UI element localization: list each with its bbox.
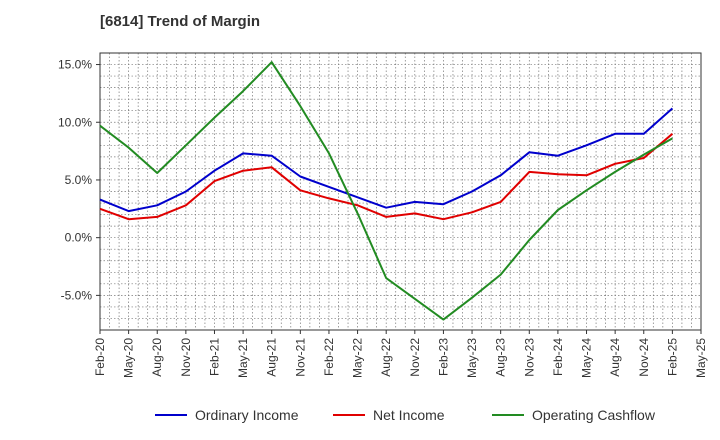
x-tick-label: Aug-21 <box>265 338 279 377</box>
x-tick-label: Feb-22 <box>322 338 336 376</box>
x-tick-label: Nov-21 <box>293 338 307 377</box>
x-tick-label: Nov-20 <box>179 338 193 377</box>
x-tick-label: May-25 <box>694 338 708 378</box>
legend-label-net-income: Net Income <box>373 407 445 423</box>
x-tick-label: Feb-20 <box>93 338 107 376</box>
x-tick-label: May-20 <box>122 338 136 378</box>
y-tick-label: 0.0% <box>65 231 93 245</box>
y-tick-label: 10.0% <box>58 115 92 129</box>
legend-label-operating-cashflow: Operating Cashflow <box>532 407 656 423</box>
plot-frame <box>99 52 702 331</box>
x-tick-label: Feb-21 <box>207 338 221 376</box>
x-tick-label: Aug-22 <box>379 338 393 377</box>
y-tick-label: 5.0% <box>65 173 93 187</box>
chart-title: [6814] Trend of Margin <box>100 13 261 30</box>
series-line-operating-cashflow <box>99 61 673 321</box>
x-tick-label: Feb-25 <box>665 338 679 376</box>
x-tick-label: Feb-24 <box>551 338 565 376</box>
series-lines <box>99 61 674 321</box>
x-tick-label: Nov-22 <box>408 338 422 377</box>
x-tick-label: Feb-23 <box>436 338 450 376</box>
x-tick-label: May-21 <box>236 338 250 378</box>
x-tick-label: May-22 <box>351 338 365 378</box>
x-tick-label: Nov-24 <box>637 338 651 377</box>
series-line-net-income <box>99 133 674 221</box>
x-tick-label: Aug-24 <box>608 338 622 377</box>
y-tick-label: -5.0% <box>61 288 93 302</box>
axes: 15.0% 10.0% 5.0% 0.0% -5.0% Feb-20 May-20 Aug-2… <box>58 52 708 378</box>
x-tick-label: Aug-20 <box>150 338 164 377</box>
legend: Ordinary Income Net Income Operating Cashf… <box>155 407 656 423</box>
x-tick-label: Aug-23 <box>494 338 508 377</box>
series-line-ordinary-income <box>99 107 674 213</box>
x-tick-label: May-23 <box>465 338 479 378</box>
x-tick-label: Nov-23 <box>522 338 536 377</box>
legend-label-ordinary-income: Ordinary Income <box>195 407 299 423</box>
x-tick-label: May-24 <box>580 338 594 378</box>
y-tick-label: 15.0% <box>58 58 92 72</box>
